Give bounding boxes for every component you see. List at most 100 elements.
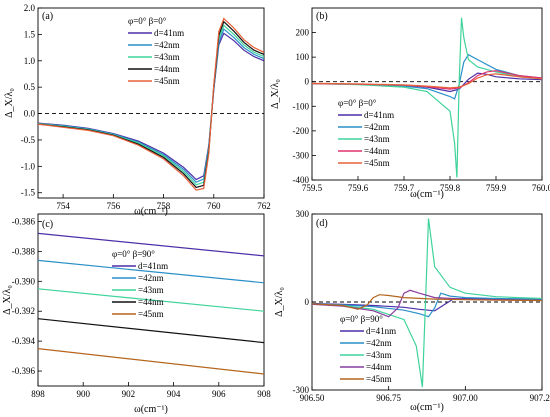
panel-a-label: (a) [42, 11, 53, 22]
x-tick-label: 759.8 [440, 183, 461, 193]
x-tick-label: 756 [107, 201, 121, 211]
x-tick-label: 902 [122, 389, 136, 399]
panel-d-ylabel: Δ_X/λ₀ [274, 287, 285, 317]
y-tick-label: 100 [296, 52, 310, 62]
y-tick-label: -300 [293, 150, 310, 160]
panel-b-frame [311, 7, 543, 181]
panel-d-label: (d) [316, 218, 328, 229]
legend-entry: =44nm [364, 146, 390, 156]
panel-c-ylabel: Δ_X/λ₀ [2, 285, 13, 315]
panel-c-xlabel: ω(cm⁻¹) [134, 404, 168, 415]
x-tick-label: 758 [157, 201, 171, 211]
y-tick-label: 0 [305, 77, 310, 87]
x-tick-label: 898 [31, 389, 45, 399]
panel-b-ylabel: Δ_X/λ₀ [270, 79, 281, 109]
series-line-3 [312, 218, 542, 388]
y-tick-label: -200 [293, 126, 310, 136]
panel-a-xlabel: ω(cm⁻¹) [134, 206, 168, 217]
y-tick-label: -300 [293, 385, 310, 395]
y-tick-label: -0.386 [12, 216, 36, 226]
panel-c-legend-title: φ=0° β=90° [112, 249, 155, 259]
x-tick-label: 759.6 [348, 183, 369, 193]
y-tick-label: 1.0 [24, 56, 36, 66]
y-tick-label: 2.0 [24, 3, 36, 13]
legend-entry: =45nm [154, 76, 180, 86]
series-line-5 [38, 17, 264, 191]
legend-entry: =42nm [364, 122, 390, 132]
panel-d: (d) φ=0° β=90° ω(cm⁻¹) Δ_X/λ₀ 906.50 906.… [274, 209, 550, 413]
x-tick-label: 906.75 [376, 393, 401, 403]
panel-b-label: (b) [316, 11, 328, 22]
panel-c-frame [37, 213, 265, 387]
x-tick-label: 908 [257, 389, 271, 399]
series-line-3 [312, 17, 542, 178]
panel-c: (c) φ=0° β=90° ω(cm⁻¹) Δ_X/λ₀ 898 900 902 9… [2, 213, 271, 415]
y-tick-label: 300 [296, 209, 310, 219]
x-tick-label: 760.0 [532, 183, 550, 193]
x-tick-label: 759.9 [486, 183, 507, 193]
x-tick-label: 760 [207, 201, 221, 211]
legend-entry: d=41nm [366, 326, 396, 336]
y-tick-label: 1.5 [24, 29, 36, 39]
x-tick-label: 907.25 [530, 393, 550, 403]
y-tick-label: -0.388 [12, 246, 36, 256]
series-line-2 [312, 292, 542, 318]
x-tick-label: 759.7 [394, 183, 415, 193]
legend-entry: =44nm [154, 64, 180, 74]
legend-entry: d=41nm [154, 28, 184, 38]
series-line-5 [38, 348, 264, 375]
y-tick-label: -0.5 [21, 135, 36, 145]
panel-a-legend-title: φ=0° β=0° [128, 16, 167, 26]
y-tick-label: -0.390 [12, 276, 36, 286]
panel-a: (a) φ=0° β=0° ω(cm⁻¹) Δ_X/λ₀ 754 756 758 76… [4, 3, 271, 217]
panel-b-legend-title: φ=0° β=0° [338, 98, 377, 108]
series-line-1 [38, 232, 264, 257]
panel-a-frame [37, 7, 265, 199]
legend-entry: =44nm [138, 297, 164, 307]
series-line-5 [312, 294, 542, 310]
y-tick-label: 0.5 [24, 82, 36, 92]
legend-entry: d=41nm [138, 261, 168, 271]
x-tick-label: 907.00 [453, 393, 478, 403]
panel-a-ylabel: Δ_X/λ₀ [4, 88, 15, 118]
panel-d-xlabel: ω(cm⁻¹) [410, 402, 444, 413]
x-tick-label: 906.50 [300, 393, 325, 403]
x-tick-label: 762 [257, 201, 271, 211]
y-tick-label: 0.0 [24, 109, 36, 119]
legend-entry: =44nm [366, 362, 392, 372]
legend-entry: =45nm [366, 374, 392, 384]
series-line-2 [38, 259, 264, 284]
y-tick-label: -0.394 [12, 336, 36, 346]
series-line-1 [38, 32, 264, 181]
y-tick-label: -1.5 [21, 188, 36, 198]
y-tick-label: -1.0 [21, 161, 36, 171]
legend-entry: d=41nm [364, 110, 394, 120]
x-tick-label: 754 [56, 201, 70, 211]
legend-entry: =43nm [364, 134, 390, 144]
x-tick-label: 904 [167, 389, 181, 399]
x-tick-label: 759.5 [302, 183, 323, 193]
legend-entry: =43nm [154, 52, 180, 62]
panel-b: (b) φ=0° β=0° ω(cm⁻¹) Δ_X/λ₀ 759.5 759.6 7… [270, 7, 550, 200]
legend-entry: =45nm [138, 309, 164, 319]
series-line-4 [38, 20, 264, 189]
panel-b-xlabel: ω(cm⁻¹) [410, 189, 444, 200]
y-tick-label: -0.396 [12, 366, 36, 376]
y-tick-label: 200 [296, 28, 310, 38]
series-line-5 [312, 73, 542, 89]
series-line-3 [38, 24, 264, 186]
y-tick-label: 0 [305, 297, 310, 307]
x-tick-label: 900 [76, 389, 90, 399]
series-line-4 [312, 289, 542, 318]
y-tick-label: -400 [293, 175, 310, 185]
legend-entry: =42nm [138, 273, 164, 283]
series-line-2 [38, 28, 264, 183]
y-tick-label: -100 [293, 101, 310, 111]
legend-entry: =42nm [154, 40, 180, 50]
legend-entry: =42nm [366, 338, 392, 348]
x-tick-label: 906 [212, 389, 226, 399]
legend-entry: =43nm [366, 350, 392, 360]
panel-d-legend-title: φ=0° β=90° [340, 314, 383, 324]
series-line-4 [38, 318, 264, 344]
